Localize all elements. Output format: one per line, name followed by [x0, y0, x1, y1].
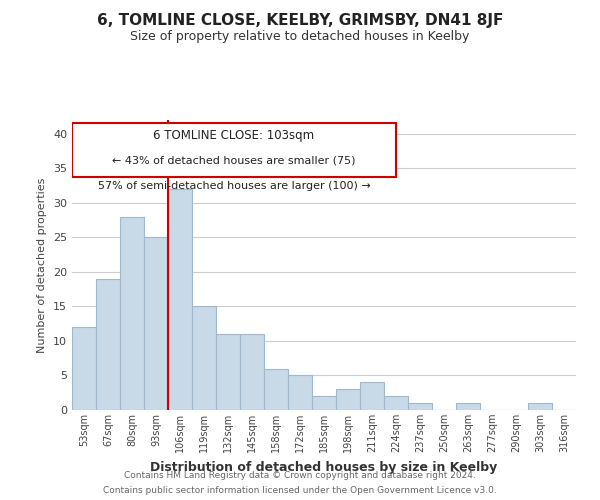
Bar	[216, 334, 240, 410]
Bar	[456, 403, 480, 410]
Bar	[144, 238, 168, 410]
Text: Contains HM Land Registry data © Crown copyright and database right 2024.: Contains HM Land Registry data © Crown c…	[124, 471, 476, 480]
Text: 6, TOMLINE CLOSE, KEELBY, GRIMSBY, DN41 8JF: 6, TOMLINE CLOSE, KEELBY, GRIMSBY, DN41 …	[97, 12, 503, 28]
Bar	[264, 368, 288, 410]
X-axis label: Distribution of detached houses by size in Keelby: Distribution of detached houses by size …	[151, 460, 497, 473]
Bar	[336, 390, 360, 410]
Bar	[168, 189, 192, 410]
Bar	[360, 382, 384, 410]
Bar	[312, 396, 336, 410]
Bar	[528, 403, 552, 410]
Bar	[96, 279, 120, 410]
Bar	[384, 396, 408, 410]
Text: Size of property relative to detached houses in Keelby: Size of property relative to detached ho…	[130, 30, 470, 43]
Bar	[192, 306, 216, 410]
Bar	[120, 216, 144, 410]
Text: Contains public sector information licensed under the Open Government Licence v3: Contains public sector information licen…	[103, 486, 497, 495]
Y-axis label: Number of detached properties: Number of detached properties	[37, 178, 47, 352]
Bar	[240, 334, 264, 410]
Text: 6 TOMLINE CLOSE: 103sqm: 6 TOMLINE CLOSE: 103sqm	[154, 130, 314, 142]
Bar	[288, 376, 312, 410]
Text: ← 43% of detached houses are smaller (75): ← 43% of detached houses are smaller (75…	[112, 156, 356, 166]
FancyBboxPatch shape	[72, 124, 396, 176]
Bar	[408, 403, 432, 410]
Bar	[72, 327, 96, 410]
Text: 57% of semi-detached houses are larger (100) →: 57% of semi-detached houses are larger (…	[98, 182, 370, 192]
